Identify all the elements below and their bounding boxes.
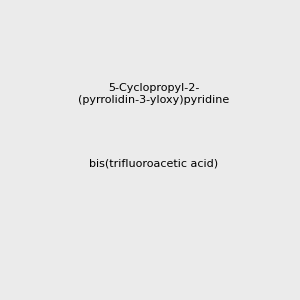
Text: 5-Cyclopropyl-2-
(pyrrolidin-3-yloxy)pyridine: 5-Cyclopropyl-2- (pyrrolidin-3-yloxy)pyr… [78,83,230,105]
Text: bis(trifluoroacetic acid): bis(trifluoroacetic acid) [89,158,218,168]
